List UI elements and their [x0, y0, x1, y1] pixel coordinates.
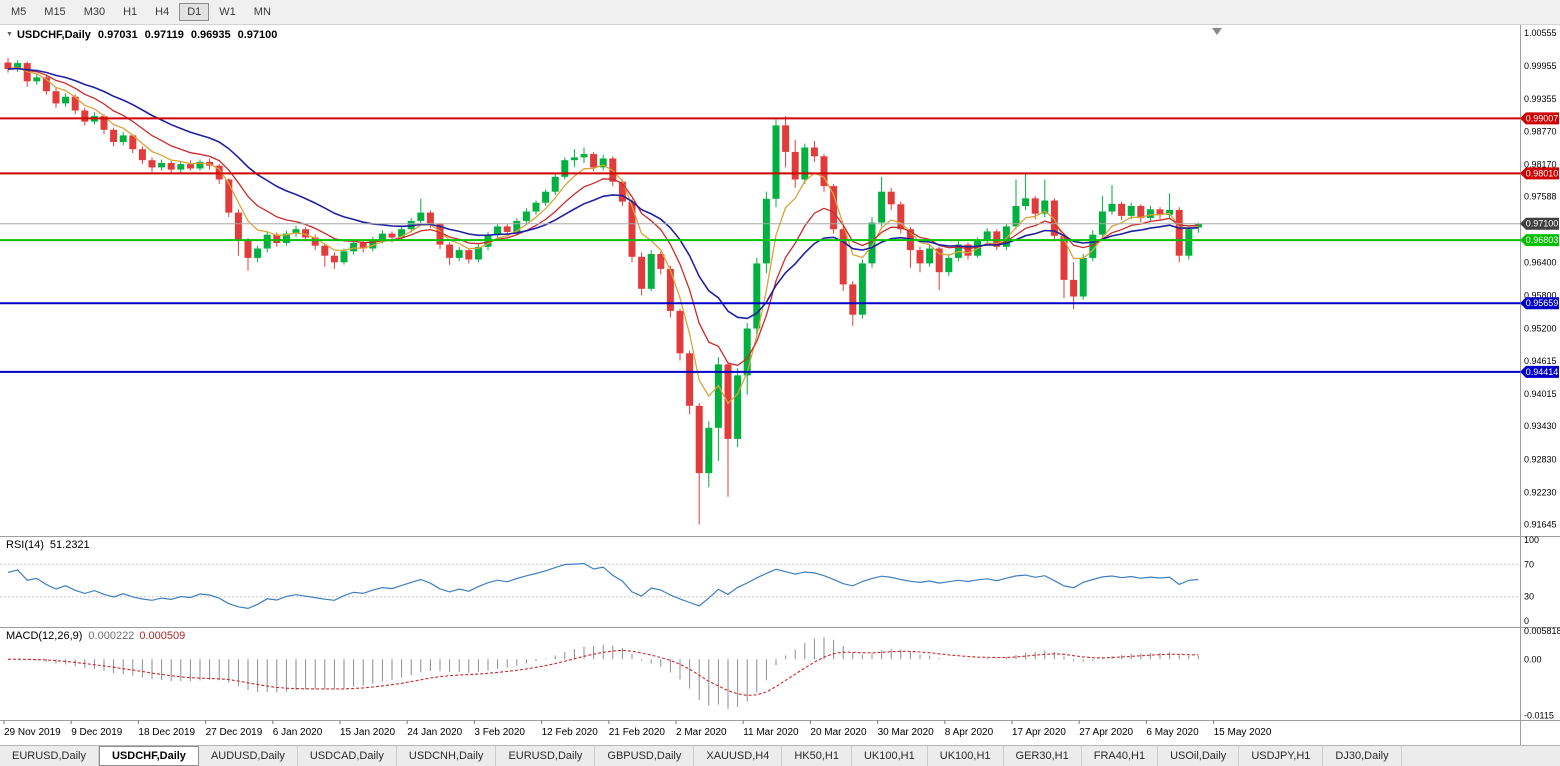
svg-text:18 Dec 2019: 18 Dec 2019 — [138, 727, 195, 738]
price-axis-labels: 1.00555 0.99955 0.99355 0.98770 0.98170 0.975… — [1524, 28, 1560, 721]
svg-text:0.97100: 0.97100 — [1526, 219, 1559, 229]
svg-text:0.95200: 0.95200 — [1524, 324, 1557, 334]
ohlc-high: 0.97119 — [144, 29, 184, 41]
chart-ohlc-header: ▼ USDCHF,Daily 0.97031 0.97119 0.96935 0.9710… — [6, 29, 277, 41]
svg-text:2 Mar 2020: 2 Mar 2020 — [676, 727, 727, 738]
svg-text:0.98010: 0.98010 — [1526, 168, 1559, 178]
timeframe-button-m15[interactable]: M15 — [44, 6, 66, 18]
svg-text:27 Apr 2020: 27 Apr 2020 — [1079, 727, 1133, 738]
chart-tab-4-usdcnh-daily[interactable]: USDCNH,Daily — [397, 746, 497, 766]
macd-pane — [7, 637, 1199, 709]
svg-text:0.92830: 0.92830 — [1524, 454, 1557, 464]
chart-tab-11-ger30-h1[interactable]: GER30,H1 — [1004, 746, 1082, 766]
macd-name: MACD(12,26,9) — [6, 630, 83, 642]
svg-text:70: 70 — [1524, 559, 1534, 569]
chart-tabs-bar: EURUSD,Daily USDCHF,Daily AUDUSD,Daily USDC… — [0, 745, 1560, 766]
timeframe-button-w1[interactable]: W1 — [219, 6, 236, 18]
chart-tab-7-xauusd-h4[interactable]: XAUUSD,H4 — [694, 746, 783, 766]
svg-text:0.98770: 0.98770 — [1524, 127, 1557, 137]
rsi-indicator-label: RSI(14) 51.2321 — [6, 539, 90, 551]
svg-text:0.99955: 0.99955 — [1524, 61, 1557, 71]
svg-text:6 Jan 2020: 6 Jan 2020 — [273, 727, 323, 738]
chart-tab-9-uk100-h1[interactable]: UK100,H1 — [852, 746, 928, 766]
macd-indicator-label: MACD(12,26,9) 0.000222 0.000509 — [6, 630, 185, 642]
timeframe-button-h1[interactable]: H1 — [123, 6, 138, 18]
svg-text:0.93430: 0.93430 — [1524, 421, 1557, 431]
rsi-name: RSI(14) — [6, 539, 44, 551]
svg-text:24 Jan 2020: 24 Jan 2020 — [407, 727, 462, 738]
svg-text:0.96400: 0.96400 — [1524, 257, 1557, 267]
chart-tab-2-audusd-daily[interactable]: AUDUSD,Daily — [199, 746, 298, 766]
svg-text:0.92230: 0.92230 — [1524, 487, 1557, 497]
svg-text:0: 0 — [1524, 616, 1529, 626]
rsi-value: 51.2321 — [49, 539, 90, 551]
chart-canvas[interactable]: 1.00555 0.99955 0.99355 0.98770 0.98170 0.975… — [0, 25, 1560, 745]
timeframe-button-mn[interactable]: MN — [253, 6, 271, 18]
svg-text:30: 30 — [1524, 592, 1534, 602]
macd-signal-value: 0.000509 — [139, 630, 186, 642]
chart-title: USDCHF,Daily — [16, 29, 91, 41]
timeframe-toolbar: M5 M15 M30 H1 H4 D1 W1 MN — [0, 0, 1560, 25]
rsi-pane — [0, 562, 1520, 610]
chart-collapse-icon[interactable]: ▼ — [6, 31, 13, 38]
svg-text:17 Apr 2020: 17 Apr 2020 — [1012, 727, 1066, 738]
svg-text:0.94015: 0.94015 — [1524, 389, 1557, 399]
chart-tab-8-hk50-h1[interactable]: HK50,H1 — [782, 746, 852, 766]
svg-text:3 Feb 2020: 3 Feb 2020 — [474, 727, 525, 738]
svg-text:0.96803: 0.96803 — [1526, 235, 1559, 245]
svg-text:21 Feb 2020: 21 Feb 2020 — [609, 727, 666, 738]
chart-tab-10-uk100-h1[interactable]: UK100,H1 — [928, 746, 1004, 766]
svg-text:-0.0115: -0.0115 — [1524, 711, 1554, 721]
svg-text:15 Jan 2020: 15 Jan 2020 — [340, 727, 395, 738]
chart-tab-0-eurusd-daily[interactable]: EURUSD,Daily — [0, 746, 99, 766]
svg-text:0.97588: 0.97588 — [1524, 192, 1557, 202]
price-tags: 0.99007 0.98010 0.96803 0.95659 0.94414 0.971… — [1520, 112, 1559, 378]
ohlc-open: 0.97031 — [97, 29, 138, 41]
svg-text:8 Apr 2020: 8 Apr 2020 — [945, 727, 994, 738]
svg-text:0.99355: 0.99355 — [1524, 94, 1557, 104]
svg-text:0.94414: 0.94414 — [1526, 367, 1559, 377]
chart-tab-6-gbpusd-daily[interactable]: GBPUSD,Daily — [595, 746, 695, 766]
chart-tab-14-usdjpy-h1[interactable]: USDJPY,H1 — [1239, 746, 1324, 766]
svg-text:100: 100 — [1524, 535, 1539, 545]
horizontal-level-lines[interactable] — [0, 117, 1520, 373]
chart-tab-1-usdchf-daily[interactable]: USDCHF,Daily — [98, 746, 199, 766]
macd-main-value: 0.000222 — [88, 630, 135, 642]
chart-tab-13-usoil-daily[interactable]: USOil,Daily — [1158, 746, 1240, 766]
chart-tab-3-usdcad-daily[interactable]: USDCAD,Daily — [298, 746, 397, 766]
svg-text:12 Feb 2020: 12 Feb 2020 — [542, 727, 599, 738]
moving-averages-layer — [7, 66, 1199, 405]
svg-text:0.99007: 0.99007 — [1526, 113, 1559, 123]
svg-text:0.95800: 0.95800 — [1524, 290, 1557, 300]
svg-text:0.91645: 0.91645 — [1524, 520, 1557, 530]
chart-shift-marker[interactable] — [1212, 28, 1222, 35]
ohlc-close: 0.97100 — [237, 29, 278, 41]
svg-text:6 May 2020: 6 May 2020 — [1146, 727, 1199, 738]
timeframe-button-m5[interactable]: M5 — [11, 6, 27, 18]
svg-text:29 Nov 2019: 29 Nov 2019 — [4, 727, 61, 738]
svg-text:0.95659: 0.95659 — [1526, 298, 1559, 308]
svg-text:11 Mar 2020: 11 Mar 2020 — [743, 727, 799, 738]
timeframe-button-h4[interactable]: H4 — [155, 6, 170, 18]
timeframe-button-d1[interactable]: D1 — [179, 3, 210, 21]
chart-tab-15-dj30-daily[interactable]: DJ30,Daily — [1323, 746, 1402, 766]
svg-text:0.005818: 0.005818 — [1524, 626, 1560, 636]
date-axis[interactable]: 29 Nov 2019 9 Dec 2019 18 Dec 2019 27 Dec 2… — [3, 720, 1272, 739]
svg-text:0.94615: 0.94615 — [1524, 356, 1557, 366]
svg-text:15 May 2020: 15 May 2020 — [1214, 727, 1272, 738]
svg-text:9 Dec 2019: 9 Dec 2019 — [71, 727, 123, 738]
svg-text:1.00555: 1.00555 — [1524, 28, 1557, 38]
ohlc-low: 0.96935 — [190, 29, 231, 41]
svg-text:0.98170: 0.98170 — [1524, 160, 1557, 170]
chart-tab-12-fra40-h1[interactable]: FRA40,H1 — [1082, 746, 1159, 766]
chart-region: 1.00555 0.99955 0.99355 0.98770 0.98170 0.975… — [0, 25, 1560, 745]
svg-text:27 Dec 2019: 27 Dec 2019 — [206, 727, 263, 738]
price-axis[interactable] — [1521, 25, 1560, 745]
svg-text:30 Mar 2020: 30 Mar 2020 — [878, 727, 935, 738]
timeframe-button-m30[interactable]: M30 — [83, 6, 106, 18]
svg-text:20 Mar 2020: 20 Mar 2020 — [810, 727, 867, 738]
chart-tab-5-eurusd-daily[interactable]: EURUSD,Daily — [496, 746, 596, 766]
svg-text:0.00: 0.00 — [1524, 654, 1542, 664]
